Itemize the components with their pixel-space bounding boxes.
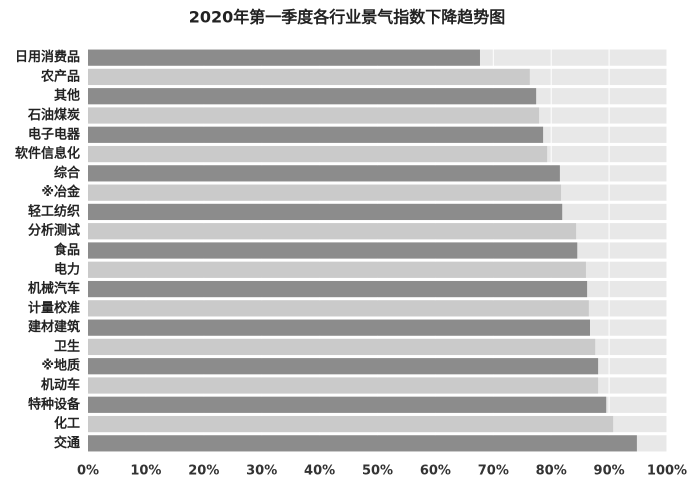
x-tick-label: 100% bbox=[647, 464, 687, 479]
y-tick-label: 其他 bbox=[54, 88, 80, 104]
bar bbox=[88, 88, 537, 105]
y-tick-label: 电力 bbox=[54, 261, 80, 277]
y-tick-label: 卫生 bbox=[54, 338, 80, 354]
bar bbox=[88, 68, 530, 86]
y-tick-label: 食品 bbox=[54, 242, 80, 258]
x-tick-label: 50% bbox=[362, 464, 393, 479]
bar bbox=[88, 280, 588, 298]
x-tick-label: 90% bbox=[594, 464, 625, 479]
x-tick-label: 30% bbox=[246, 464, 277, 479]
y-tick-label: ※冶金 bbox=[41, 184, 81, 200]
bar bbox=[88, 145, 548, 163]
y-tick-label: ※地质 bbox=[41, 358, 80, 374]
y-tick-label: 建材建筑 bbox=[28, 319, 80, 335]
x-tick-label: 60% bbox=[420, 464, 451, 479]
y-tick-label: 交通 bbox=[54, 435, 80, 451]
bar bbox=[88, 242, 578, 259]
bar bbox=[88, 223, 577, 240]
y-tick-label: 化工 bbox=[54, 416, 80, 432]
x-tick-label: 20% bbox=[188, 464, 219, 479]
bar bbox=[88, 165, 560, 182]
y-tick-label: 计量校准 bbox=[28, 300, 80, 316]
x-tick-label: 0% bbox=[77, 464, 99, 479]
y-tick-label: 特种设备 bbox=[28, 396, 81, 412]
y-tick-label: 分析测试 bbox=[28, 223, 80, 239]
bar bbox=[88, 261, 586, 278]
bar bbox=[88, 358, 599, 375]
y-tick-label: 机械汽车 bbox=[28, 281, 80, 297]
x-tick-label: 10% bbox=[130, 464, 161, 479]
bar bbox=[88, 49, 480, 66]
bar bbox=[88, 377, 599, 394]
y-tick-label: 农产品 bbox=[40, 68, 80, 84]
y-tick-label: 石油煤炭 bbox=[27, 107, 80, 123]
y-tick-label: 日用消费品 bbox=[15, 49, 80, 65]
y-tick-label: 轻工纺织 bbox=[28, 203, 80, 219]
bar bbox=[88, 107, 540, 124]
bar bbox=[88, 338, 596, 356]
bar bbox=[88, 184, 562, 201]
x-tick-label: 40% bbox=[304, 464, 335, 479]
y-tick-label: 综合 bbox=[54, 165, 81, 181]
y-tick-label: 软件信息化 bbox=[15, 146, 80, 162]
chart-title: 2020年第一季度各行业景气指数下降趋势图 bbox=[189, 8, 506, 27]
bar bbox=[88, 435, 637, 452]
bar bbox=[88, 415, 614, 433]
bar bbox=[88, 126, 544, 143]
bar bbox=[88, 203, 563, 221]
bar bbox=[88, 319, 590, 336]
x-tick-label: 70% bbox=[478, 464, 509, 479]
bar bbox=[88, 396, 607, 413]
y-tick-label: 电子电器 bbox=[28, 126, 81, 142]
bar bbox=[88, 300, 589, 317]
x-tick-label: 80% bbox=[536, 464, 567, 479]
y-tick-label: 机动车 bbox=[41, 377, 80, 393]
